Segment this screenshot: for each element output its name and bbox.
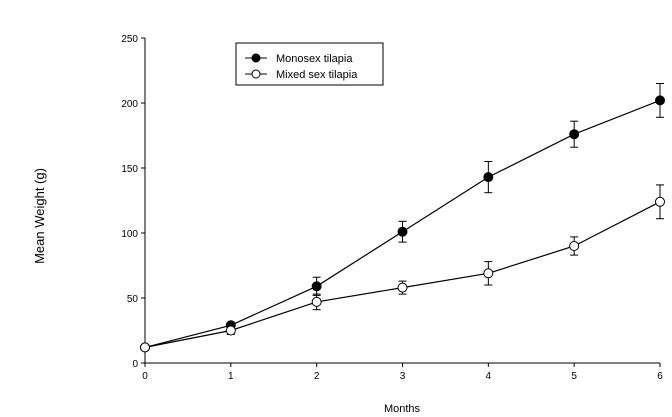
data-point (311, 296, 322, 307)
y-axis-ticks: 0 50 100 150 200 250 (121, 34, 145, 370)
series-layer (140, 83, 665, 353)
y-tick-label: 0 (132, 359, 138, 370)
legend: Monosex tilapia Mixed sex tilapia (235, 42, 384, 86)
data-point (483, 172, 494, 183)
x-tick-label: 0 (142, 371, 148, 382)
data-point (311, 281, 322, 292)
x-tick-label: 4 (486, 371, 492, 382)
series-mixed-sex (140, 184, 665, 353)
x-tick-label: 2 (314, 371, 320, 382)
series-monosex (140, 83, 665, 353)
data-point (569, 129, 580, 140)
x-tick-label: 3 (400, 371, 406, 382)
data-point (397, 226, 408, 237)
y-axis-title: Mean Weight (g) (32, 168, 47, 264)
data-point (397, 282, 408, 293)
x-tick-label: 6 (657, 371, 663, 382)
data-point (140, 342, 150, 353)
data-point (655, 196, 665, 207)
legend-box (235, 42, 384, 86)
legend-label-monosex: Monosex tilapia (276, 53, 353, 65)
legend-marker-mixed (251, 69, 261, 79)
data-point (569, 241, 580, 251)
legend-marker-monosex (251, 53, 261, 63)
x-tick-label: 5 (571, 371, 577, 382)
y-tick-label: 250 (121, 34, 138, 45)
x-tick-label: 1 (228, 371, 234, 382)
y-tick-label: 200 (121, 99, 138, 110)
data-point (655, 95, 665, 106)
y-tick-label: 100 (121, 229, 138, 240)
y-tick-label: 150 (121, 164, 138, 175)
x-axis-ticks: 0 1 2 3 4 5 6 (142, 363, 663, 382)
x-axis-title: Months (384, 403, 421, 415)
y-tick-label: 50 (127, 294, 139, 305)
legend-label-mixed: Mixed sex tilapia (276, 69, 358, 81)
data-point (483, 268, 494, 279)
data-point (225, 325, 236, 336)
